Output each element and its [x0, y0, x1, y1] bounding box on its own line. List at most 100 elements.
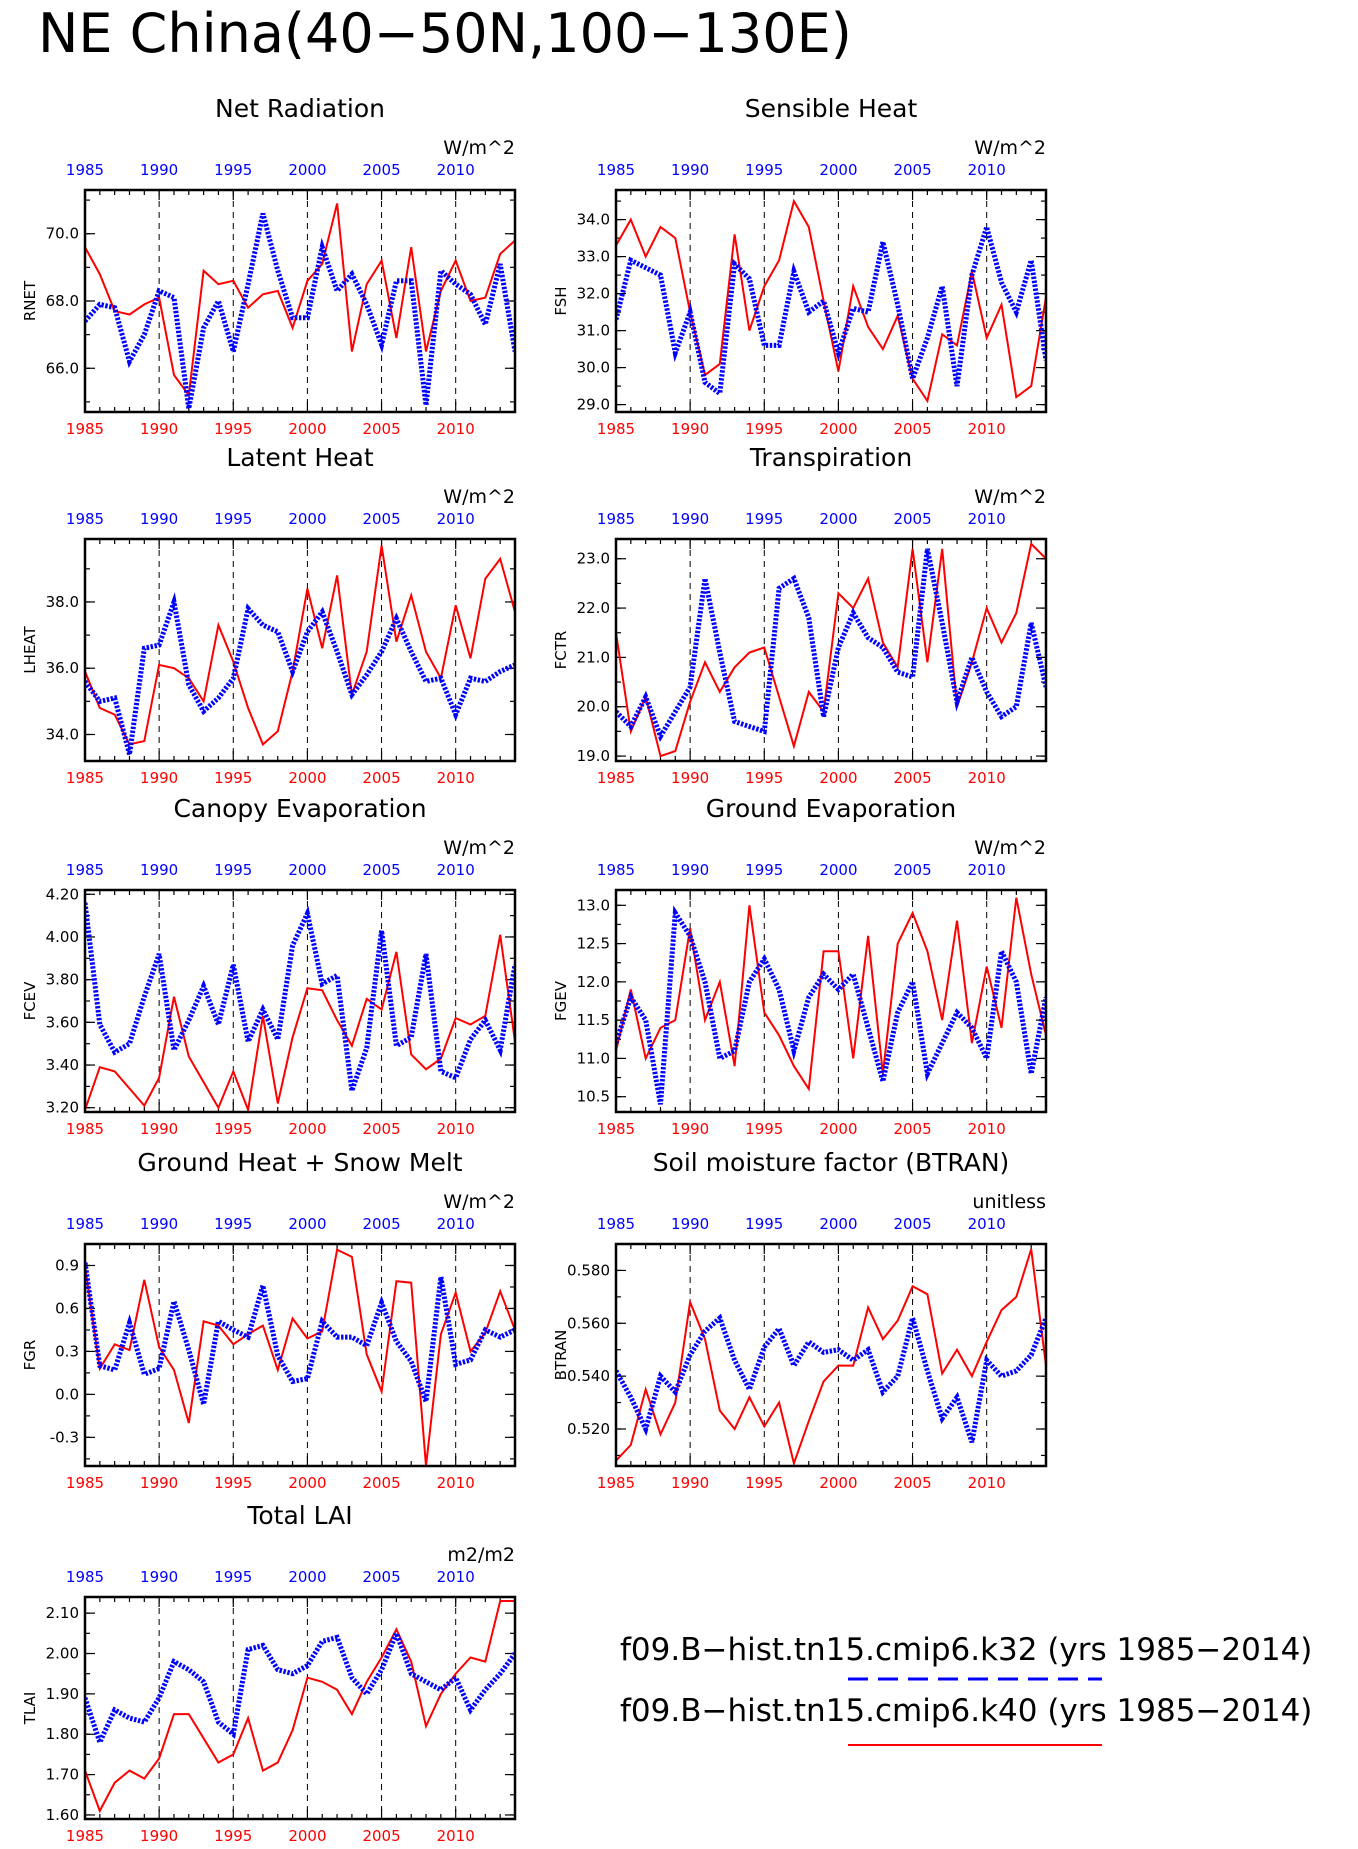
plot-frame: [83, 1595, 517, 1821]
y-tick-label: 10.5: [577, 1088, 610, 1106]
x-tick-label-top: 2005: [893, 1215, 931, 1233]
x-tick-label-bottom: 2000: [288, 1120, 326, 1138]
y-tick-label: 23.0: [577, 550, 610, 568]
x-tick-label-top: 1985: [66, 161, 104, 179]
y-axis-label: LHEAT: [21, 625, 39, 673]
x-tick-label-bottom: 2010: [968, 1120, 1006, 1138]
units-label: W/m^2: [443, 1191, 515, 1213]
x-tick-label-top: 2000: [288, 1568, 326, 1586]
x-tick-label-top: 2000: [819, 161, 857, 179]
y-tick-label: 31.0: [577, 322, 610, 340]
plot-frame: [614, 888, 1048, 1114]
y-tick-label: 20.0: [577, 698, 610, 716]
x-tick-label-top: 1985: [597, 1215, 635, 1233]
y-axis-label: FCTR: [552, 631, 570, 670]
panel-fsh: Sensible Heat W/m^2 FSH 1985 1985 1990 1990 199…: [552, 94, 1048, 438]
x-tick-label-bottom: 1995: [745, 1474, 783, 1492]
y-tick-label: 4.20: [46, 885, 79, 903]
x-tick-label-bottom: 1990: [140, 769, 178, 787]
plot-frame: [83, 1242, 517, 1468]
x-tick-label-top: 1985: [66, 1215, 104, 1233]
units-label: W/m^2: [443, 137, 515, 159]
y-axis-label: RNET: [21, 280, 39, 321]
panel-title: Ground Heat + Snow Melt: [137, 1148, 462, 1177]
panel-fctr: Transpiration W/m^2 FCTR 1985 1985 1990 1990 19…: [552, 443, 1048, 787]
plot-area: [85, 902, 515, 1112]
x-tick-label-top: 2010: [437, 161, 475, 179]
y-tick-label: 34.0: [46, 725, 79, 743]
panel-lheat: Latent Heat W/m^2 LHEAT 1985 1985 1990 1990 199…: [21, 443, 517, 787]
y-tick-label: 38.0: [46, 593, 79, 611]
panel-title: Canopy Evaporation: [173, 794, 426, 823]
y-tick-label: 70.0: [46, 225, 79, 243]
x-tick-label-bottom: 1990: [671, 1474, 709, 1492]
plot-frame: [614, 1242, 1048, 1468]
x-tick-label-bottom: 2010: [437, 769, 475, 787]
x-tick-label-bottom: 1995: [214, 420, 252, 438]
plot-frame: [614, 188, 1048, 414]
plot-frame: [83, 537, 517, 763]
panel-fgev: Ground Evaporation W/m^2 FGEV 1985 1985 1990 1…: [552, 794, 1048, 1138]
x-tick-label-top: 1985: [597, 861, 635, 879]
y-tick-label: 2.10: [46, 1604, 79, 1622]
y-tick-label: 11.5: [577, 1011, 610, 1029]
x-tick-label-bottom: 2000: [819, 420, 857, 438]
x-tick-label-bottom: 2000: [819, 1474, 857, 1492]
x-tick-label-top: 1990: [671, 861, 709, 879]
y-tick-label: 34.0: [577, 211, 610, 229]
x-tick-label-top: 2000: [288, 1215, 326, 1233]
x-tick-label-top: 2010: [968, 510, 1006, 528]
panel-title: Transpiration: [749, 443, 912, 472]
x-tick-label-top: 1990: [671, 161, 709, 179]
x-tick-label-bottom: 2010: [968, 420, 1006, 438]
plot-area: [85, 1248, 515, 1466]
x-tick-label-bottom: 2000: [288, 769, 326, 787]
panel-title: Net Radiation: [215, 94, 385, 123]
plot-area: [85, 545, 515, 756]
y-tick-label: 4.00: [46, 928, 79, 946]
series-line-k32: [616, 217, 1046, 399]
x-tick-label-bottom: 2000: [819, 769, 857, 787]
x-tick-label-bottom: 2005: [893, 769, 931, 787]
series-line-k40: [616, 1249, 1046, 1466]
units-label: W/m^2: [974, 837, 1046, 859]
series-line-k40: [85, 203, 515, 398]
x-tick-label-top: 2010: [968, 1215, 1006, 1233]
y-tick-label: 12.5: [577, 935, 610, 953]
x-tick-label-bottom: 2005: [362, 1474, 400, 1492]
series-line-k32: [616, 905, 1046, 1105]
x-tick-label-bottom: 1995: [214, 1120, 252, 1138]
y-tick-label: 3.20: [46, 1099, 79, 1117]
series-line-k40: [616, 198, 1046, 404]
x-tick-label-top: 1995: [745, 861, 783, 879]
plot-frame: [83, 888, 517, 1114]
x-tick-label-top: 2010: [437, 1215, 475, 1233]
series-line-k40: [85, 1248, 515, 1466]
x-tick-label-top: 1990: [140, 1568, 178, 1586]
plot-area: [85, 203, 515, 410]
y-axis-label: FGEV: [552, 980, 570, 1021]
y-tick-label: 19.0: [577, 747, 610, 765]
x-tick-label-bottom: 2000: [288, 1474, 326, 1492]
x-tick-label-bottom: 2010: [437, 1827, 475, 1845]
y-tick-label: 2.00: [46, 1645, 79, 1663]
units-label: W/m^2: [443, 837, 515, 859]
x-tick-label-bottom: 1985: [597, 420, 635, 438]
x-tick-label-top: 2010: [437, 861, 475, 879]
plot-area: [616, 541, 1046, 758]
x-tick-label-bottom: 2010: [437, 1120, 475, 1138]
y-tick-label: 0.0: [55, 1385, 79, 1403]
series-line-k32: [85, 212, 515, 410]
y-tick-label: 1.70: [46, 1766, 79, 1784]
x-tick-label-bottom: 1990: [140, 420, 178, 438]
panel-tlai: Total LAI m2/m2 TLAI 1985 1985 1990 1990 1995 19…: [21, 1501, 517, 1845]
x-tick-label-top: 1995: [214, 161, 252, 179]
x-tick-label-top: 1985: [66, 510, 104, 528]
x-tick-label-bottom: 2010: [437, 1474, 475, 1492]
x-tick-label-top: 2005: [362, 1568, 400, 1586]
x-tick-label-bottom: 1995: [214, 769, 252, 787]
x-tick-label-bottom: 1995: [745, 420, 783, 438]
x-tick-label-bottom: 2005: [362, 769, 400, 787]
panel-fcev: Canopy Evaporation W/m^2 FCEV 1985 1985 1990 1…: [21, 794, 517, 1138]
